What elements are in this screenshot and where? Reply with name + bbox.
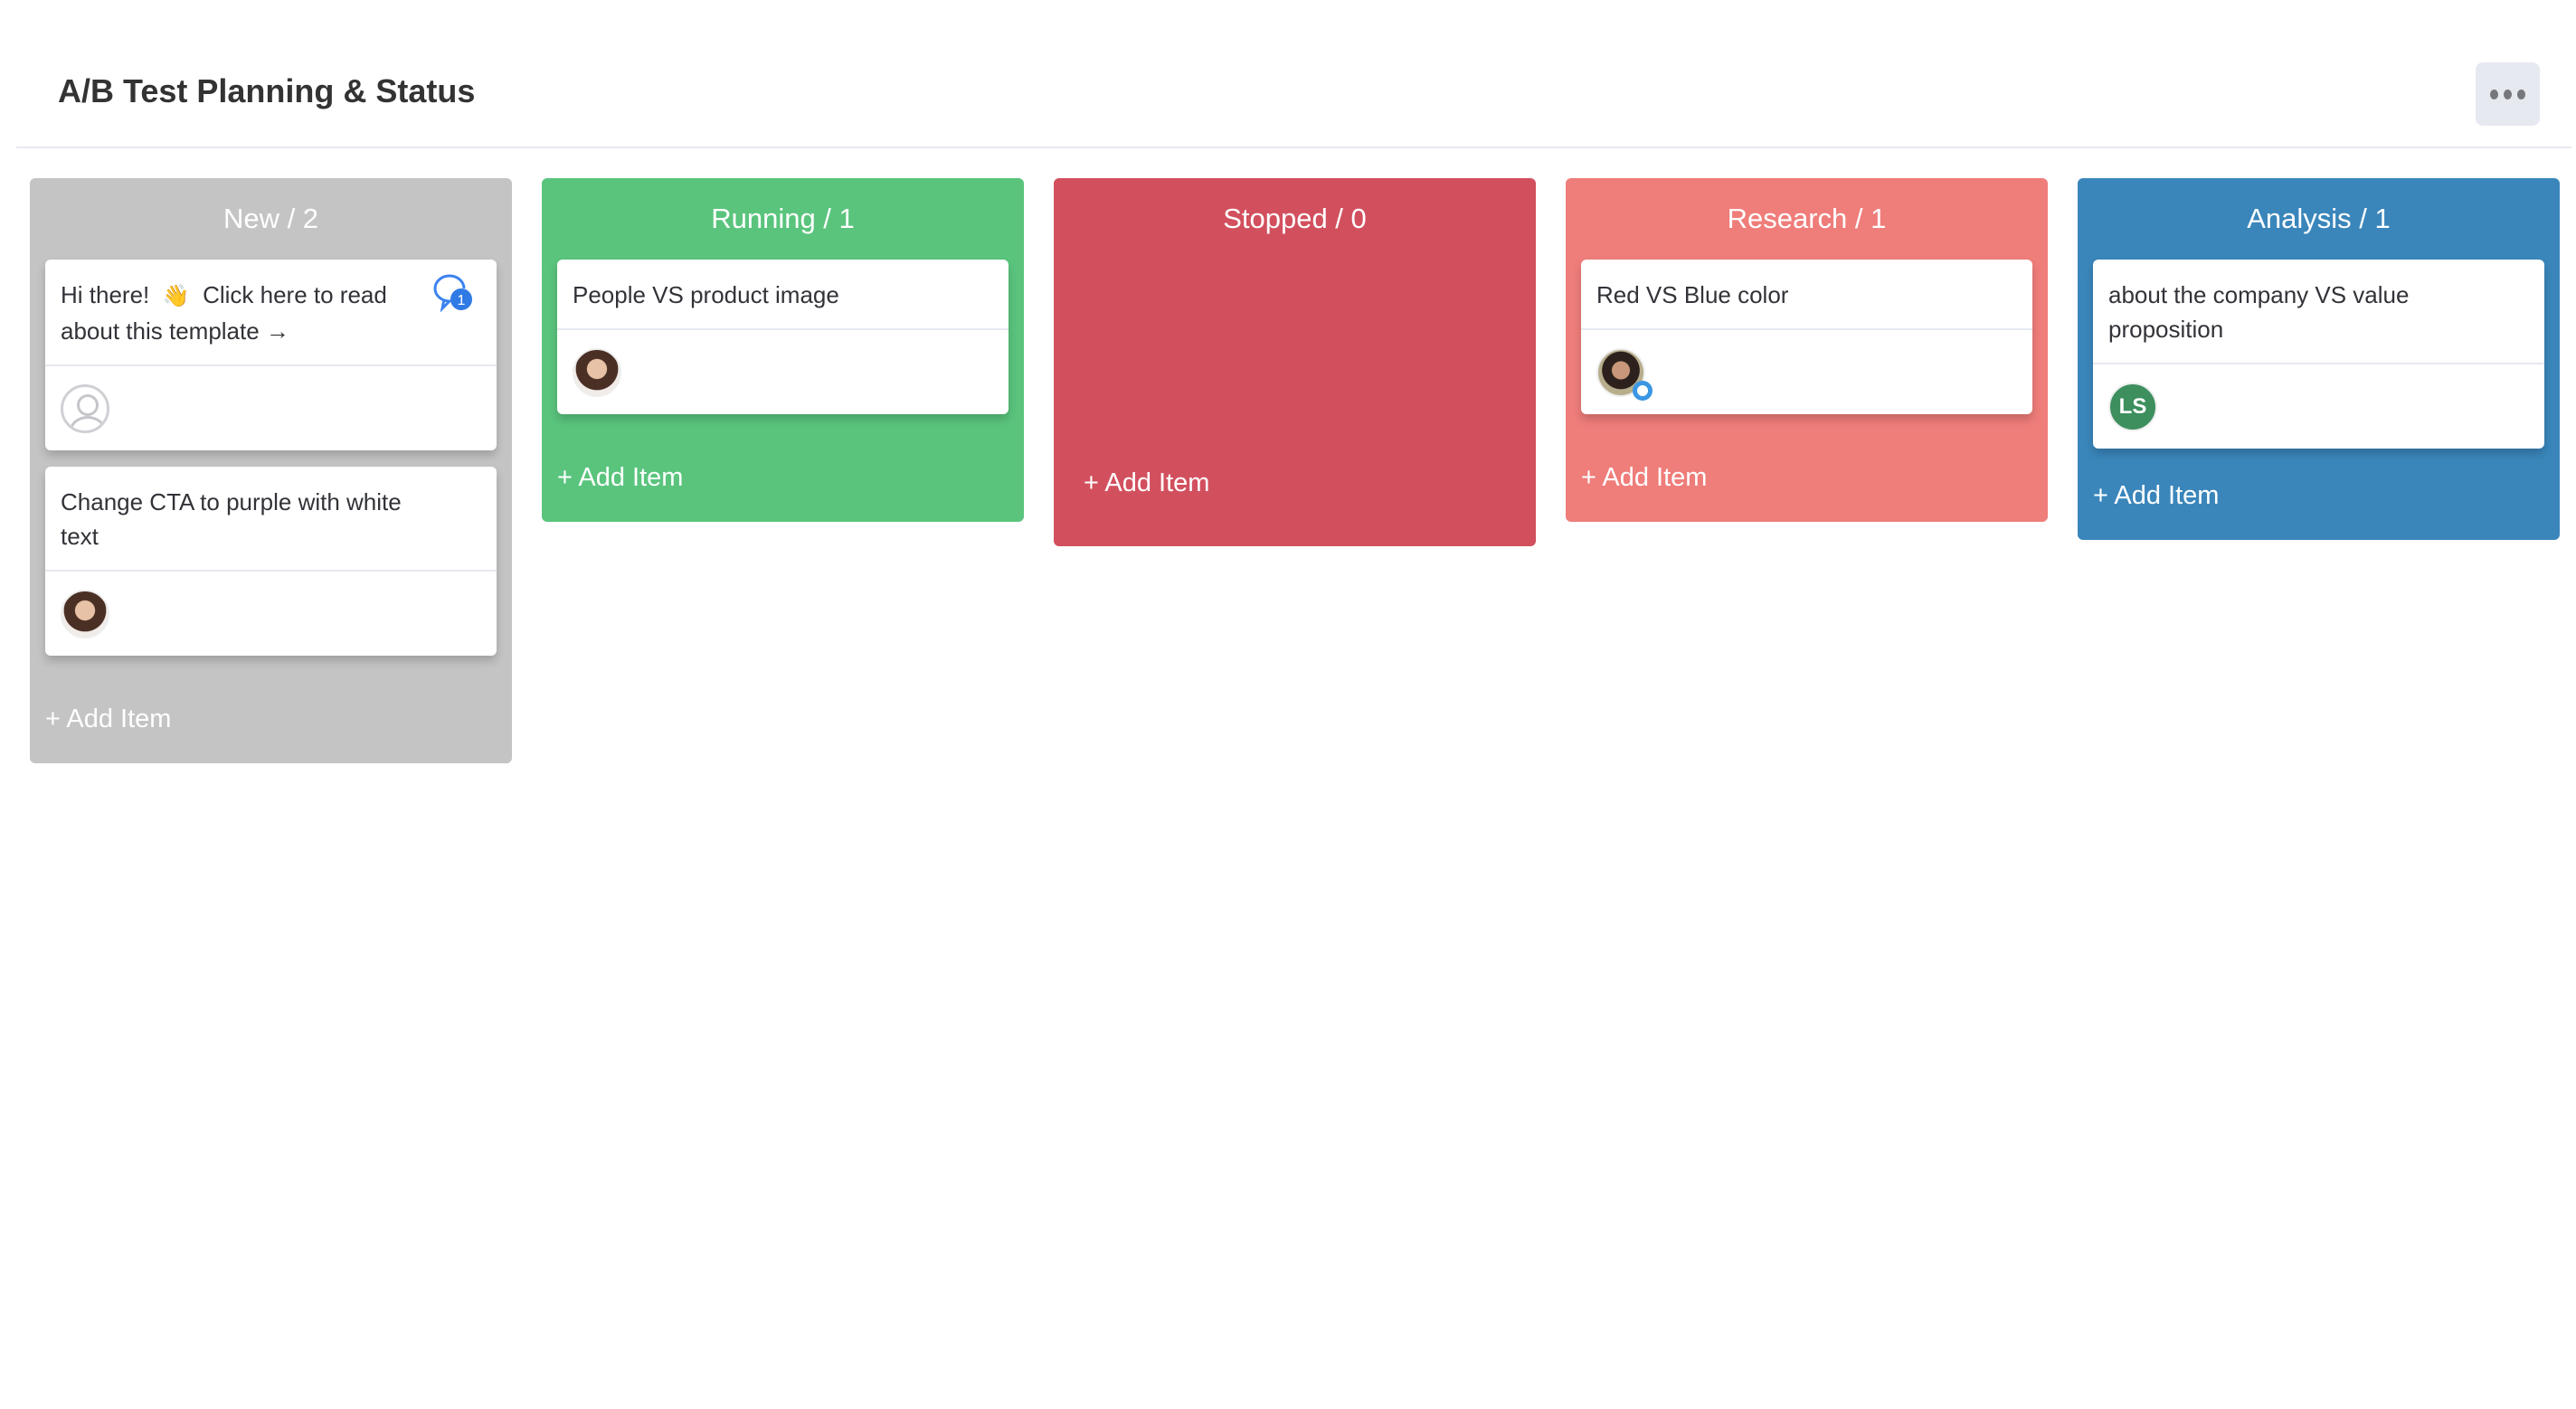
user-avatar[interactable] bbox=[61, 589, 109, 638]
card-text: Change CTA to purple with white text bbox=[45, 467, 497, 572]
more-horizontal-icon bbox=[2517, 89, 2525, 99]
card-text: Click here to read about this template → bbox=[61, 281, 387, 345]
comment-icon[interactable]: 1 bbox=[431, 272, 473, 314]
header-divider bbox=[16, 147, 2571, 148]
board-title: A/B Test Planning & Status bbox=[58, 72, 476, 109]
comment-count: 1 bbox=[458, 293, 466, 308]
watching-badge-icon bbox=[1633, 380, 1653, 401]
column-analysis: Analysis / 1 about the company VS value … bbox=[2078, 178, 2560, 540]
card-text: Hi there! bbox=[61, 281, 150, 308]
user-avatar-initials[interactable]: LS bbox=[2108, 382, 2157, 431]
card[interactable]: People VS product image bbox=[557, 260, 1009, 414]
column-stopped: Stopped / 0 + Add Item bbox=[1054, 178, 1536, 546]
waving-hand-emoji: 👋 bbox=[162, 284, 190, 308]
user-avatar[interactable] bbox=[573, 347, 621, 397]
column-title: New / 2 bbox=[223, 203, 319, 234]
column-running: Running / 1 People VS product image + Ad… bbox=[542, 178, 1024, 522]
column-title: Analysis / 1 bbox=[2247, 203, 2391, 234]
card-text: Red VS Blue color bbox=[1581, 260, 2032, 330]
user-avatar[interactable] bbox=[1596, 347, 1653, 401]
empty-user-avatar-icon[interactable] bbox=[61, 383, 109, 433]
column-title: Stopped / 0 bbox=[1223, 203, 1367, 234]
more-options-button[interactable] bbox=[2476, 62, 2540, 126]
add-item-button[interactable]: + Add Item bbox=[1084, 468, 1210, 497]
column-new: New / 2 Hi there! 👋 Click here to read a… bbox=[30, 178, 512, 763]
add-item-button[interactable]: + Add Item bbox=[2093, 481, 2220, 510]
card[interactable]: Change CTA to purple with white text bbox=[45, 467, 497, 656]
more-horizontal-icon bbox=[2490, 89, 2498, 99]
card[interactable]: about the company VS value proposition L… bbox=[2093, 260, 2544, 449]
card-template-intro[interactable]: Hi there! 👋 Click here to read about thi… bbox=[45, 260, 497, 450]
add-item-button[interactable]: + Add Item bbox=[557, 463, 684, 492]
add-item-button[interactable]: + Add Item bbox=[1581, 463, 1708, 492]
kanban-board: New / 2 Hi there! 👋 Click here to read a… bbox=[30, 178, 2560, 763]
card[interactable]: Red VS Blue color bbox=[1581, 260, 2032, 414]
card-text: People VS product image bbox=[557, 260, 1009, 330]
column-research: Research / 1 Red VS Blue color + Add Ite… bbox=[1566, 178, 2048, 522]
more-horizontal-icon bbox=[2504, 89, 2512, 99]
column-title: Research / 1 bbox=[1727, 203, 1887, 234]
add-item-button[interactable]: + Add Item bbox=[45, 704, 172, 733]
column-title: Running / 1 bbox=[711, 203, 855, 234]
card-text: about the company VS value proposition bbox=[2093, 260, 2544, 364]
